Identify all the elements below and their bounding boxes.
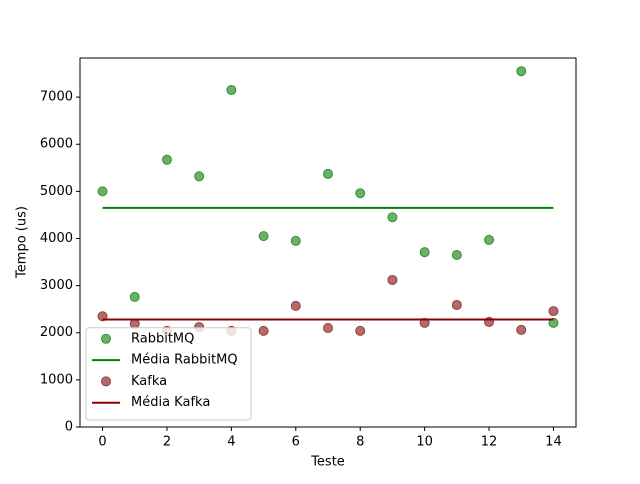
legend-label: RabbitMQ xyxy=(131,331,194,346)
x-tick-label: 14 xyxy=(545,435,562,450)
point xyxy=(97,186,108,197)
point xyxy=(355,188,366,199)
legend-marker xyxy=(101,333,111,344)
axes-frame xyxy=(79,57,577,428)
y-tick-label: 0 xyxy=(65,420,73,435)
y-axis-label: Tempo (us) xyxy=(15,206,30,279)
point xyxy=(387,212,398,223)
point xyxy=(258,231,269,242)
point xyxy=(419,247,430,258)
x-tick-label: 8 xyxy=(356,435,364,450)
point xyxy=(290,300,301,311)
point xyxy=(129,291,140,302)
legend-marker xyxy=(101,376,111,387)
point xyxy=(226,85,237,96)
x-tick-label: 10 xyxy=(416,435,433,450)
y-tick-label: 3000 xyxy=(40,278,73,293)
point xyxy=(484,234,495,245)
legend-box xyxy=(85,327,252,421)
legend-label: Kafka xyxy=(131,374,167,389)
y-tick-label: 6000 xyxy=(40,137,73,152)
point xyxy=(548,306,559,317)
x-axis-label: Teste xyxy=(310,455,345,470)
y-tick-label: 5000 xyxy=(40,184,73,199)
x-tick-label: 4 xyxy=(227,435,235,450)
legend-label: Média RabbitMQ xyxy=(131,353,238,368)
point xyxy=(355,325,366,336)
point xyxy=(516,66,527,77)
point xyxy=(548,317,559,328)
point xyxy=(419,317,430,328)
point xyxy=(194,171,205,182)
point xyxy=(258,325,269,336)
x-tick-label: 2 xyxy=(163,435,171,450)
legend-label: Média Kafka xyxy=(131,395,210,410)
point xyxy=(516,324,527,335)
point xyxy=(129,318,140,329)
point xyxy=(97,311,108,322)
point xyxy=(323,168,333,179)
y-tick-label: 1000 xyxy=(40,372,73,387)
point xyxy=(290,235,301,246)
x-tick-label: 6 xyxy=(292,435,300,450)
point xyxy=(323,323,333,334)
point xyxy=(387,274,398,285)
y-tick-label: 7000 xyxy=(40,90,73,105)
point xyxy=(451,299,462,310)
y-tick-label: 2000 xyxy=(40,325,73,340)
x-tick-label: 0 xyxy=(98,435,106,450)
point xyxy=(161,154,172,165)
x-tick-label: 12 xyxy=(481,435,498,450)
point xyxy=(451,249,462,260)
y-tick-label: 4000 xyxy=(40,231,73,246)
